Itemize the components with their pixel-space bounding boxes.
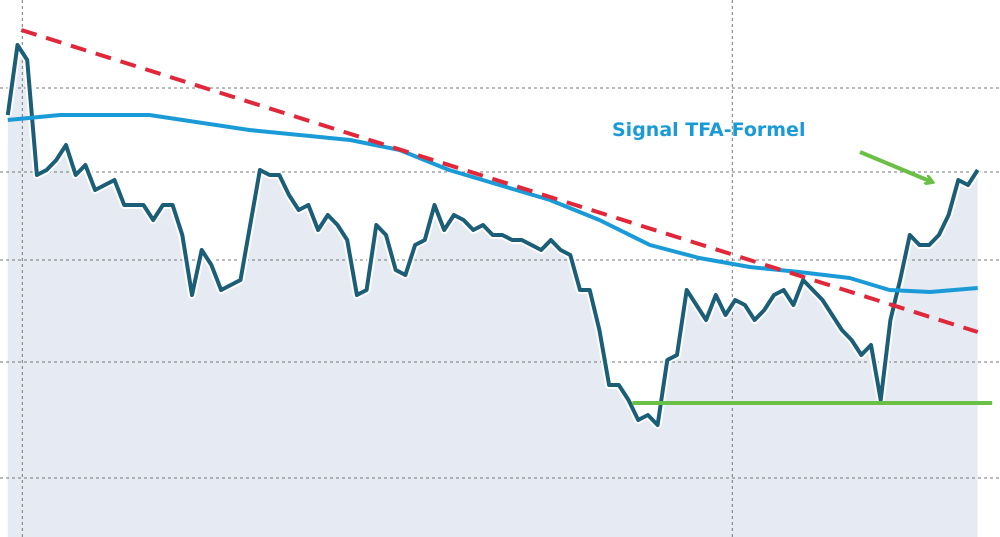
line [5,43,980,427]
signal-arrow [859,150,932,182]
area [7,45,978,537]
line [7,113,978,294]
annotation: Signal TFA-Formel [612,119,805,141]
line [20,28,979,334]
plot [3,28,993,429]
